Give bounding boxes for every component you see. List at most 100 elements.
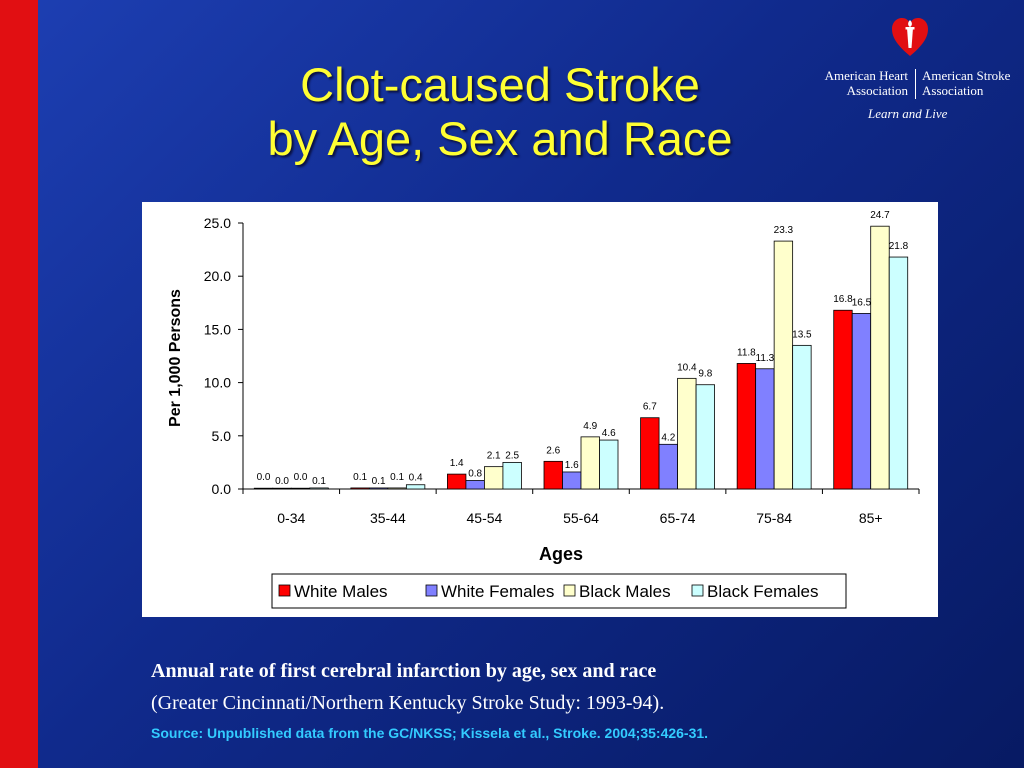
- caption-line-2: (Greater Cincinnati/Northern Kentucky St…: [151, 692, 665, 714]
- bar: [695, 384, 715, 490]
- x-tick-label: 0-34: [277, 510, 305, 526]
- data-label: 0.4: [409, 473, 423, 484]
- data-label: 2.6: [546, 445, 560, 456]
- slide-title: Clot-caused Stroke by Age, Sex and Race: [180, 58, 820, 166]
- caption-source: Source: Unpublished data from the GC/NKS…: [151, 725, 709, 741]
- x-tick-label: 65-74: [660, 510, 696, 526]
- bar: [888, 256, 909, 490]
- caption-line-1: Annual rate of first cerebral infarction…: [151, 660, 657, 682]
- bar-chart: 0.0 5.0 10.0 15.0 20.0 25.0 0.0 0.0 0.0 0.1 0-34 0.…: [167, 210, 920, 609]
- bar: [405, 484, 426, 490]
- heart-torch-icon: [892, 18, 928, 56]
- data-label: 4.2: [661, 432, 675, 443]
- bar: [658, 443, 678, 490]
- legend-label: White Females: [441, 582, 554, 601]
- logo-tagline: Learn and Live: [868, 106, 948, 121]
- bar: [272, 487, 292, 490]
- x-tick-label: 35-44: [370, 510, 406, 526]
- y-axis-title: Per 1,000 Persons: [167, 289, 184, 427]
- y-tick-label: 5.0: [212, 428, 232, 444]
- bar: [755, 368, 775, 490]
- data-label: 0.0: [275, 476, 289, 487]
- data-label: 13.5: [792, 329, 812, 340]
- data-label: 0.1: [312, 476, 326, 487]
- title-line-1: Clot-caused Stroke: [300, 58, 700, 111]
- data-label: 21.8: [889, 241, 909, 252]
- y-tick-label: 10.0: [204, 375, 231, 391]
- data-label: 24.7: [870, 210, 890, 221]
- bar: [309, 487, 329, 490]
- bar: [599, 439, 619, 490]
- data-label: 2.5: [505, 450, 519, 461]
- aha-line-2: Association: [846, 83, 908, 98]
- caption-block: Annual rate of first cerebral infarction…: [151, 655, 1011, 745]
- y-tick-label: 20.0: [204, 268, 231, 284]
- legend-swatch: [691, 584, 704, 597]
- x-tick-label: 45-54: [467, 510, 503, 526]
- legend-box: [271, 573, 847, 609]
- aha-line-1: American Heart: [824, 68, 908, 83]
- bar: [543, 460, 563, 490]
- data-label: 11.8: [737, 347, 756, 358]
- data-label: 2.1: [487, 451, 501, 462]
- legend-label: White Males: [294, 582, 388, 601]
- y-tick-label: 15.0: [204, 321, 231, 337]
- data-label: 4.9: [583, 421, 597, 432]
- legend-swatch: [563, 584, 576, 597]
- data-label: 11.3: [756, 353, 775, 364]
- legend-swatch: [278, 584, 291, 597]
- bar: [465, 480, 485, 490]
- data-label: 9.8: [698, 369, 712, 380]
- legend-label: Black Males: [579, 582, 671, 601]
- data-label: 10.4: [677, 362, 697, 373]
- data-label: 0.1: [390, 472, 404, 483]
- data-label: 0.8: [468, 468, 482, 479]
- asa-wordmark: American Stroke Association: [922, 68, 1022, 98]
- bar: [870, 225, 890, 490]
- aha-asa-logo: American Heart Association American Stro…: [806, 14, 1018, 124]
- data-label: 0.1: [353, 472, 367, 483]
- title-line-2: by Age, Sex and Race: [267, 112, 733, 165]
- bar: [640, 417, 660, 490]
- bar: [833, 309, 853, 490]
- bar: [851, 313, 872, 490]
- bar: [792, 344, 812, 490]
- red-accent-bar: [0, 0, 38, 768]
- y-tick-label: 25.0: [204, 215, 231, 231]
- x-tick-label: 75-84: [756, 510, 792, 526]
- bar: [736, 363, 757, 490]
- x-tick-label: 85+: [859, 510, 883, 526]
- data-label: 6.7: [643, 402, 657, 413]
- bar: [677, 377, 697, 490]
- data-label: 4.6: [602, 428, 616, 439]
- aha-wordmark: American Heart Association: [806, 68, 908, 98]
- bar: [562, 471, 582, 490]
- x-tick-label: 55-64: [563, 510, 599, 526]
- data-label: 0.1: [372, 476, 386, 487]
- bar: [447, 473, 467, 490]
- y-tick-label: 0.0: [212, 481, 232, 497]
- data-label: 0.0: [257, 472, 271, 483]
- chart-panel: 0.0 5.0 10.0 15.0 20.0 25.0 0.0 0.0 0.0 0.1 0-34 0.…: [142, 202, 938, 617]
- legend-label: Black Females: [707, 582, 818, 601]
- asa-line-1: American Stroke: [922, 68, 1011, 83]
- data-label: 1.4: [450, 458, 464, 469]
- bar: [290, 487, 311, 490]
- bar: [484, 466, 504, 490]
- legend-swatch: [425, 584, 438, 597]
- asa-line-2: Association: [922, 83, 984, 98]
- data-label: 23.3: [774, 225, 794, 236]
- data-label: 1.6: [565, 460, 579, 471]
- bar: [387, 487, 407, 490]
- x-axis-title: Ages: [539, 544, 583, 564]
- bar: [253, 487, 274, 490]
- data-label: 16.8: [833, 294, 853, 305]
- bar: [773, 240, 794, 490]
- data-label: 16.5: [852, 297, 872, 308]
- logo-divider: [915, 69, 916, 99]
- bar: [350, 487, 370, 490]
- bar: [580, 436, 600, 490]
- bar: [368, 487, 389, 490]
- bar: [502, 461, 522, 490]
- data-label: 0.0: [294, 472, 308, 483]
